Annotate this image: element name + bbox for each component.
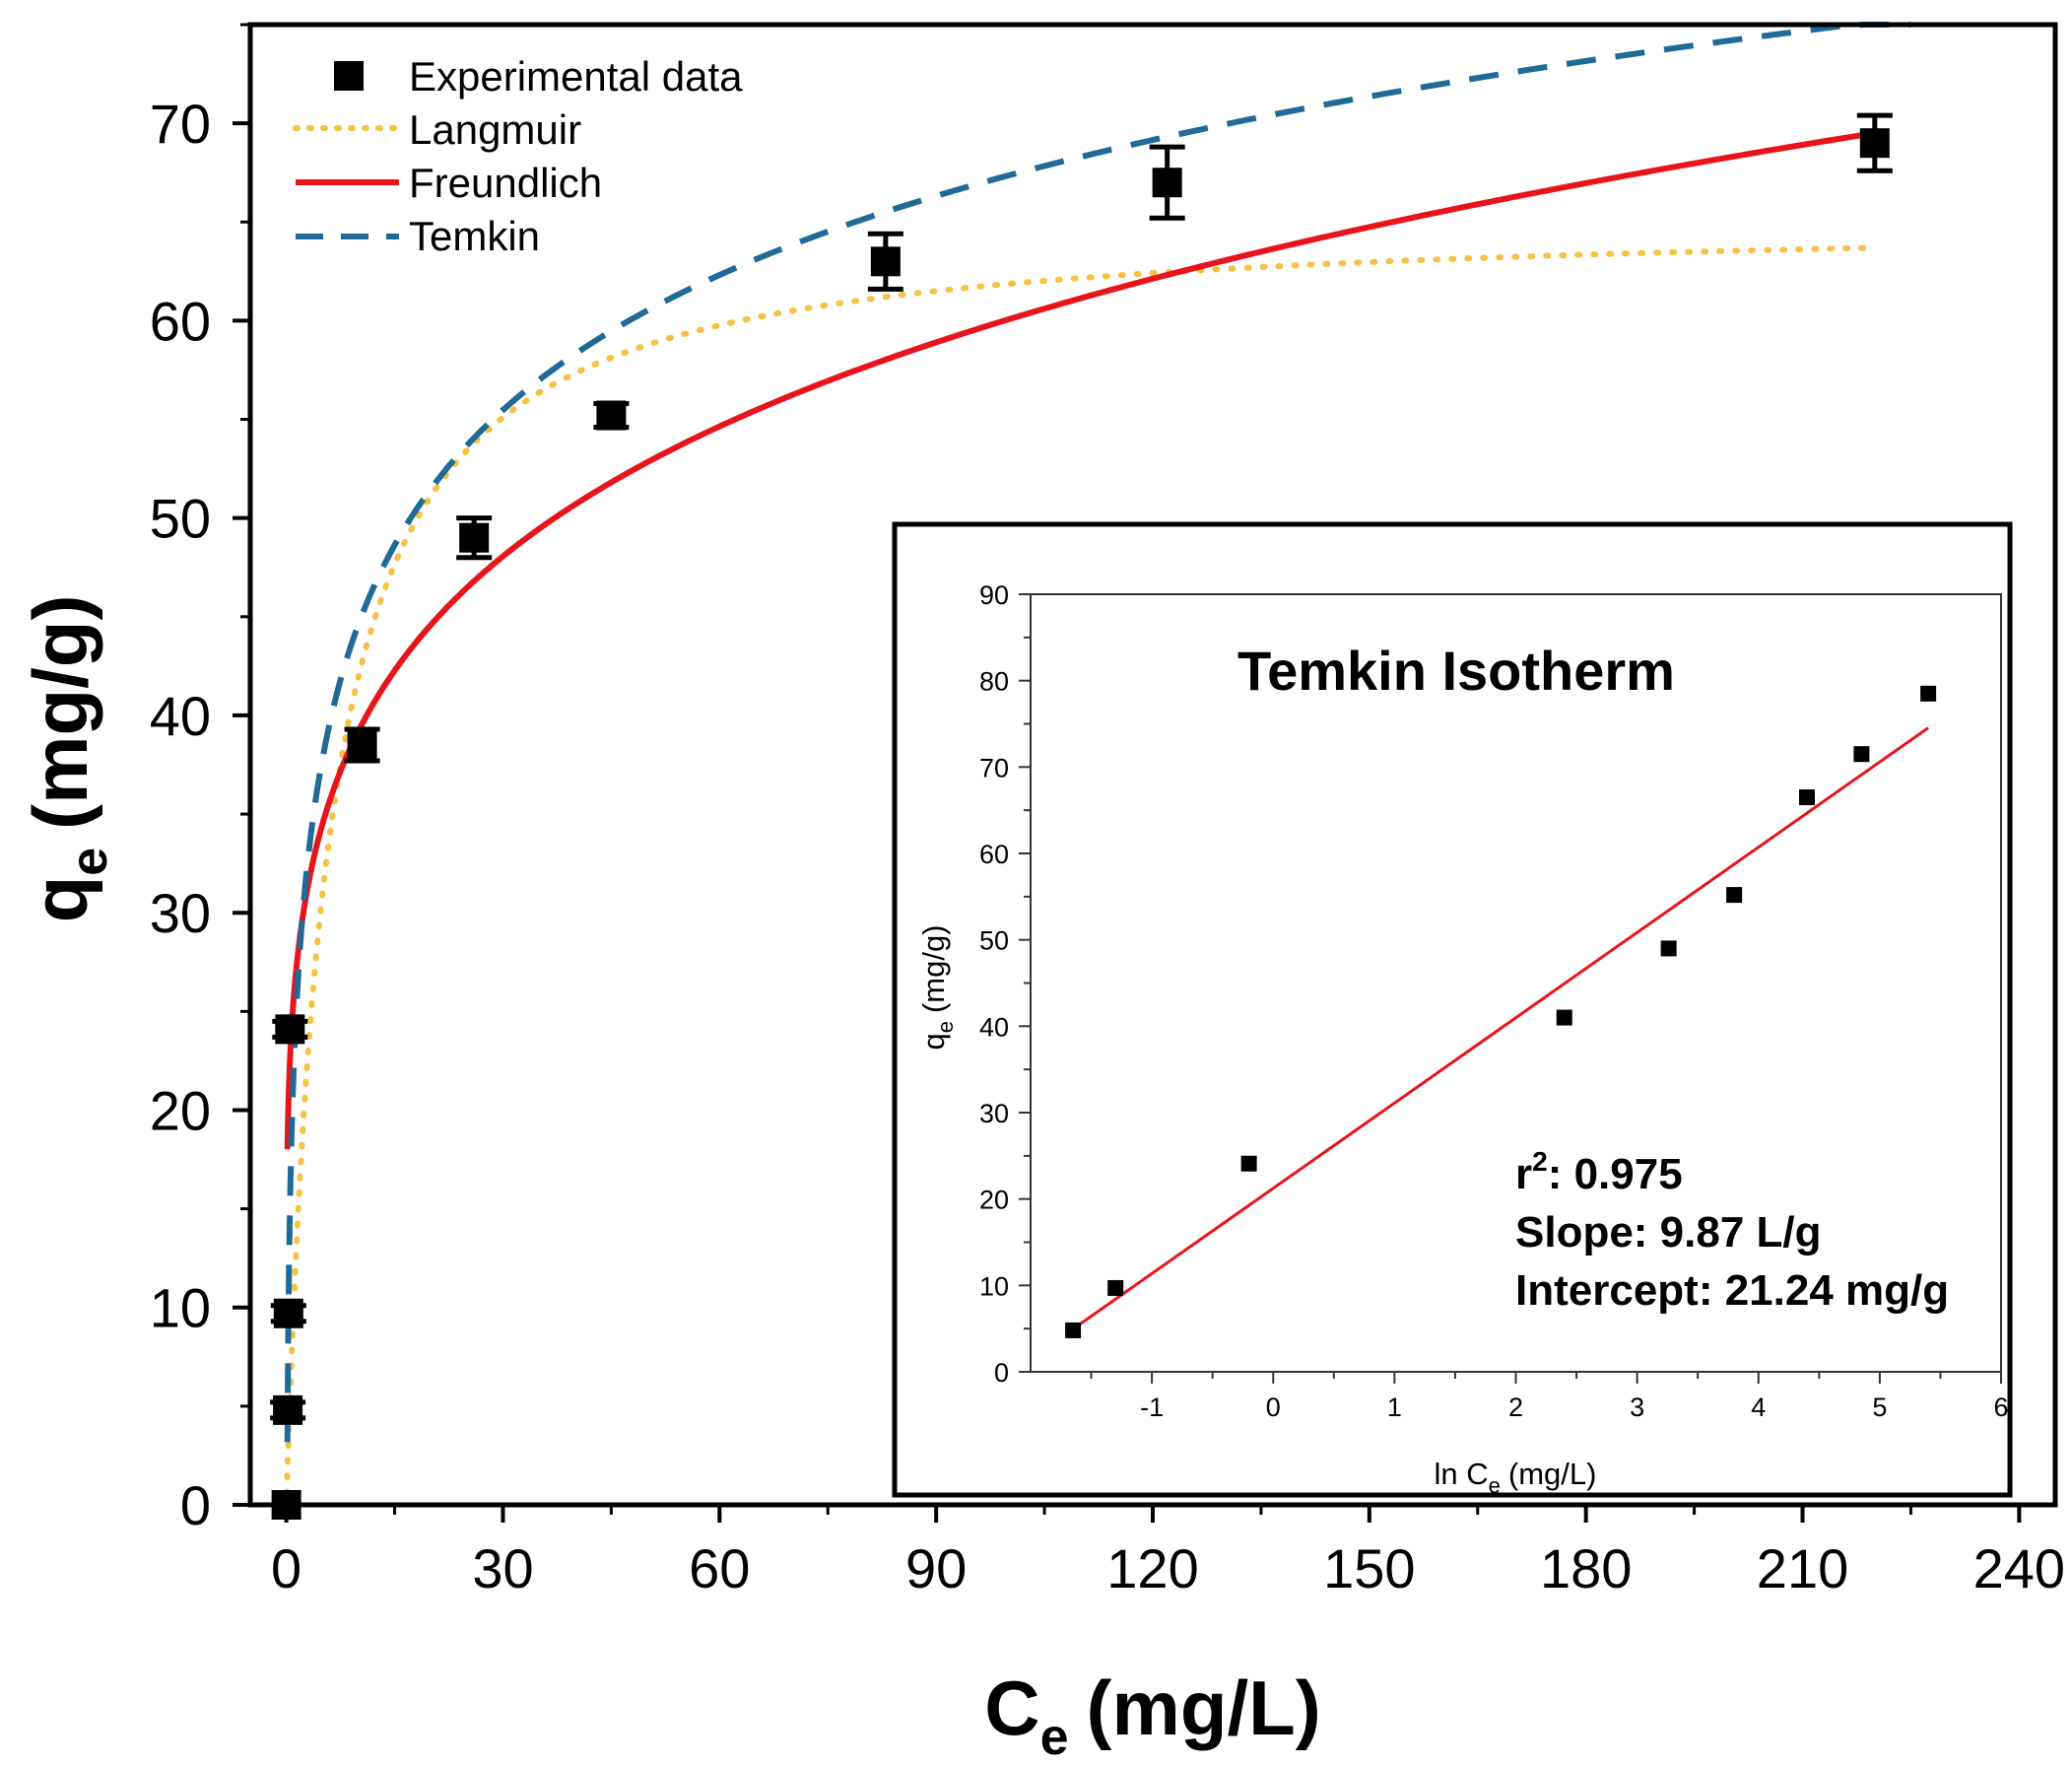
inset-x-axis-title: ln Ce (mg/L) — [1435, 1457, 1597, 1498]
inset-x-tick-label: -1 — [1140, 1392, 1164, 1422]
curve-temkin — [284, 22, 1911, 1443]
x-tick-label: 60 — [689, 1537, 750, 1599]
y-tick-label: 50 — [150, 488, 211, 550]
x-tick-label: 180 — [1540, 1537, 1632, 1599]
legend-freundlich-label: Freundlich — [409, 160, 602, 206]
data-point — [347, 729, 377, 760]
inset-data-point — [1726, 887, 1743, 904]
inset-y-tick-label: 20 — [979, 1186, 1009, 1215]
inset-y-tick-label: 50 — [979, 926, 1009, 956]
inset-data-point — [1556, 1009, 1572, 1026]
data-point — [1859, 128, 1890, 159]
r2-label: r2: 0.975 — [1515, 1146, 1683, 1198]
inset-x-tick-label: 0 — [1266, 1392, 1281, 1422]
y-axis-title: qe(mg/g) — [17, 595, 118, 923]
data-point — [1152, 168, 1182, 198]
data-point — [596, 400, 627, 431]
inset-data-point — [1660, 940, 1677, 957]
intercept-label: Intercept: 21.24 mg/g — [1515, 1266, 1949, 1315]
x-tick-label: 120 — [1106, 1537, 1198, 1599]
inset-data-point — [1107, 1279, 1124, 1296]
inset-data-point — [1065, 1322, 1082, 1338]
legend-temkin-label: Temkin — [409, 213, 540, 259]
y-tick-label: 0 — [180, 1474, 211, 1536]
data-point — [275, 1014, 305, 1045]
y-tick-label: 40 — [150, 685, 211, 747]
x-tick-label: 90 — [905, 1537, 967, 1599]
inset-y-tick-label: 70 — [979, 753, 1009, 782]
inset-stats: r2: 0.975 Slope: 9.87 L/g Intercept: 21.… — [1515, 1146, 1949, 1315]
inset-y-tick-label: 90 — [979, 580, 1009, 610]
data-point — [459, 522, 490, 553]
x-tick-label: 240 — [1973, 1537, 2065, 1599]
y-tick-label: 20 — [150, 1079, 211, 1141]
inset-y-tick-label: 60 — [979, 840, 1009, 869]
inset-points — [1065, 685, 1937, 1338]
inset-x-tick-label: 1 — [1387, 1392, 1402, 1422]
legend-experimental-marker — [334, 61, 364, 91]
curve-freundlich — [284, 130, 1876, 1150]
slope-label: Slope: 9.87 L/g — [1515, 1208, 1822, 1257]
y-tick-label: 10 — [150, 1277, 211, 1339]
inset-data-point — [1799, 789, 1815, 806]
inset-data-point — [1853, 746, 1870, 763]
data-point — [870, 246, 901, 277]
inset-data-point — [1920, 685, 1937, 702]
inset-x-tick-label: 3 — [1630, 1392, 1644, 1422]
inset-data-point — [1240, 1155, 1257, 1172]
temkin-fit-line — [1072, 726, 1929, 1330]
inset-y-axis-title: qe(mg/g) — [916, 924, 958, 1050]
y-tick-label: 70 — [150, 93, 211, 155]
inset-y-tick-label: 30 — [979, 1099, 1009, 1128]
model-curves — [284, 22, 1911, 1497]
inset-y-tick-label: 0 — [994, 1358, 1009, 1388]
x-axis-title: Ce (mg/L) — [984, 1664, 1321, 1766]
inset-x-tick-label: 5 — [1872, 1392, 1887, 1422]
y-tick-label: 30 — [150, 882, 211, 944]
inset-title: Temkin Isotherm — [1237, 640, 1675, 702]
legend-experimental-label: Experimental data — [409, 53, 743, 100]
inset-x-tick-label: 6 — [1993, 1392, 2008, 1422]
x-tick-label: 210 — [1757, 1537, 1848, 1599]
x-tick-label: 30 — [472, 1537, 533, 1599]
data-point — [273, 1298, 303, 1328]
x-tick-label: 0 — [271, 1537, 301, 1599]
inset-x-tick-label: 4 — [1751, 1392, 1766, 1422]
y-tick-label: 60 — [150, 290, 211, 352]
x-tick-label: 150 — [1323, 1537, 1415, 1599]
curve-langmuir — [284, 244, 1878, 1497]
legend: Experimental data Langmuir Freundlich Te… — [293, 53, 743, 259]
legend-langmuir-label: Langmuir — [409, 106, 581, 153]
inset-y-tick-label: 10 — [979, 1271, 1009, 1301]
inset-y-tick-label: 40 — [979, 1012, 1009, 1042]
inset-y-tick-label: 80 — [979, 667, 1009, 697]
data-point — [273, 1394, 303, 1425]
inset-fit-line — [1072, 726, 1929, 1330]
experimental-points — [270, 112, 1893, 1520]
inset-x-tick-label: 2 — [1508, 1392, 1523, 1422]
